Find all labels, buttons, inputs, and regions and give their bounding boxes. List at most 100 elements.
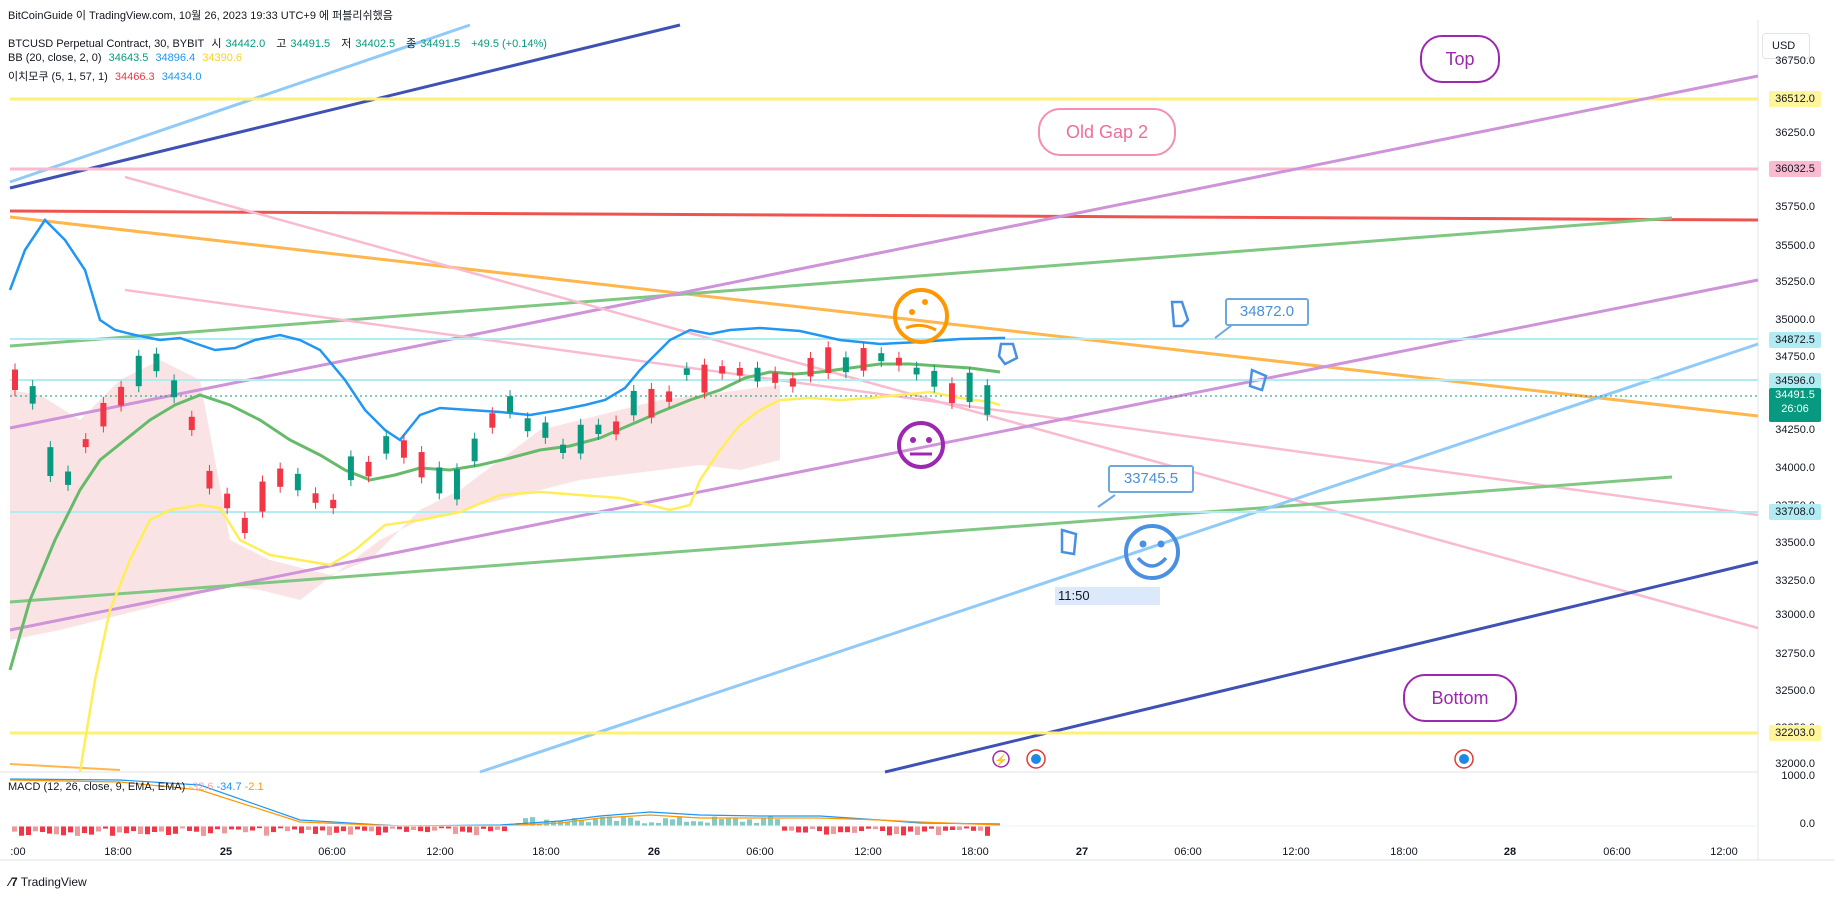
callout-top[interactable]: Top bbox=[1420, 35, 1500, 83]
macd-bar bbox=[159, 826, 164, 832]
candle-body bbox=[683, 368, 690, 375]
macd-signal-value: -2.1 bbox=[244, 781, 264, 793]
price-axis-label: 34000.0 bbox=[1775, 462, 1815, 474]
macd-bar bbox=[404, 826, 409, 832]
trend-orange bbox=[9, 215, 1759, 418]
price-tag: 34872.5 bbox=[1769, 332, 1821, 348]
orange-face-icon bbox=[893, 288, 949, 344]
price-label-upper[interactable]: 34872.0 bbox=[1225, 298, 1309, 326]
macd-bar bbox=[705, 822, 710, 826]
macd-bar bbox=[747, 819, 752, 826]
macd-bar bbox=[859, 826, 864, 832]
macd-bar bbox=[250, 826, 255, 831]
candle-body bbox=[347, 456, 354, 481]
macd-bar bbox=[684, 821, 689, 826]
candle-body bbox=[153, 353, 160, 372]
macd-bar bbox=[439, 826, 444, 829]
macd-bar bbox=[215, 826, 220, 830]
candle-body bbox=[524, 418, 531, 432]
candle-body bbox=[224, 493, 231, 509]
time-axis-label: 12:00 bbox=[1282, 846, 1310, 858]
macd-bar bbox=[383, 826, 388, 833]
price-axis-label: 35250.0 bbox=[1775, 276, 1815, 288]
macd-bar bbox=[243, 826, 248, 833]
macd-bar bbox=[950, 826, 955, 830]
macd-bar bbox=[432, 826, 437, 831]
candle-body bbox=[82, 439, 89, 448]
macd-label: MACD (12, 26, close, 9, EMA, EMA) bbox=[8, 781, 186, 793]
macd-bar bbox=[614, 820, 619, 826]
macd-bar bbox=[348, 826, 353, 835]
macd-bar bbox=[257, 826, 262, 829]
price-tag: 33708.0 bbox=[1769, 504, 1821, 520]
candle-body bbox=[613, 421, 620, 435]
macd-bar bbox=[712, 816, 717, 826]
macd-bar bbox=[649, 822, 654, 826]
candle-body bbox=[860, 348, 867, 371]
candle-body bbox=[135, 355, 142, 387]
candle-body bbox=[666, 391, 673, 402]
macd-bar bbox=[453, 826, 458, 834]
callout-old-gap[interactable]: Old Gap 2 bbox=[1038, 108, 1176, 156]
macd-bar bbox=[467, 826, 472, 833]
macd-bar bbox=[40, 826, 45, 832]
ohlc-high: 고 34491.5 bbox=[276, 38, 331, 50]
candle-body bbox=[418, 452, 425, 478]
candle-body bbox=[171, 380, 178, 398]
candle-body bbox=[12, 369, 18, 391]
callout-bottom[interactable]: Bottom bbox=[1403, 674, 1517, 722]
macd-bar bbox=[789, 826, 794, 831]
macd-bar bbox=[110, 826, 115, 836]
macd-bar bbox=[523, 818, 528, 826]
time-axis-label: 18:00 bbox=[532, 846, 560, 858]
symbol-name[interactable]: BTCUSD Perpetual Contract, 30, BYBIT bbox=[8, 38, 205, 50]
macd-bar bbox=[341, 826, 346, 832]
price-tag: 36512.0 bbox=[1769, 91, 1821, 107]
price-label-lower[interactable]: 33745.5 bbox=[1108, 465, 1194, 493]
logo-icon: ⁄7 bbox=[9, 875, 18, 889]
macd-bar bbox=[474, 826, 479, 836]
bb-legend[interactable]: BB (20, close, 2, 0) 34643.5 34896.4 343… bbox=[8, 52, 246, 64]
bb-basis-value: 34643.5 bbox=[108, 52, 149, 64]
price-axis-label: 36750.0 bbox=[1775, 55, 1815, 67]
macd-bar bbox=[691, 821, 696, 826]
macd-bar bbox=[306, 826, 311, 830]
macd-bar bbox=[61, 826, 66, 836]
macd-bar bbox=[866, 826, 871, 829]
candle-body bbox=[772, 372, 779, 383]
macd-bar bbox=[908, 826, 913, 832]
macd-bar bbox=[824, 826, 829, 835]
candle-body bbox=[984, 385, 991, 415]
macd-bar bbox=[761, 818, 766, 826]
candle-body bbox=[47, 447, 54, 476]
macd-bar bbox=[502, 826, 507, 832]
macd-bar bbox=[299, 826, 304, 834]
price-axis-label: 35500.0 bbox=[1775, 240, 1815, 252]
macd-bar bbox=[103, 826, 108, 829]
candle-body bbox=[542, 422, 549, 438]
macd-bar bbox=[495, 826, 500, 830]
candle-body bbox=[65, 471, 72, 485]
candlesticks bbox=[12, 341, 991, 540]
trend-pink-lower bbox=[124, 288, 1759, 517]
time-axis-label: 12:00 bbox=[854, 846, 882, 858]
ichimoku-legend[interactable]: 이치모쿠 (5, 1, 57, 1) 34466.3 34434.0 bbox=[8, 68, 205, 84]
macd-bar bbox=[187, 826, 192, 831]
ichimoku-cloud bbox=[10, 360, 780, 640]
macd-bar bbox=[208, 826, 213, 834]
macd-bar bbox=[754, 822, 759, 826]
candle-body bbox=[206, 470, 213, 489]
macd-legend[interactable]: MACD (12, 26, close, 9, EMA, EMA) -32.6 … bbox=[8, 781, 264, 793]
candle-body bbox=[595, 424, 602, 435]
currency-button[interactable]: USD bbox=[1762, 33, 1810, 59]
macd-bar bbox=[915, 826, 920, 835]
candle-body bbox=[577, 424, 584, 454]
tradingview-logo[interactable]: ⁄7 TradingView bbox=[9, 875, 87, 889]
macd-bar bbox=[222, 826, 227, 834]
macd-bar bbox=[719, 819, 724, 826]
macd-bar bbox=[698, 821, 703, 826]
trend-green-upper bbox=[9, 216, 1673, 348]
macd-bar bbox=[355, 826, 360, 830]
macd-axis-label: 0.0 bbox=[1799, 818, 1815, 830]
